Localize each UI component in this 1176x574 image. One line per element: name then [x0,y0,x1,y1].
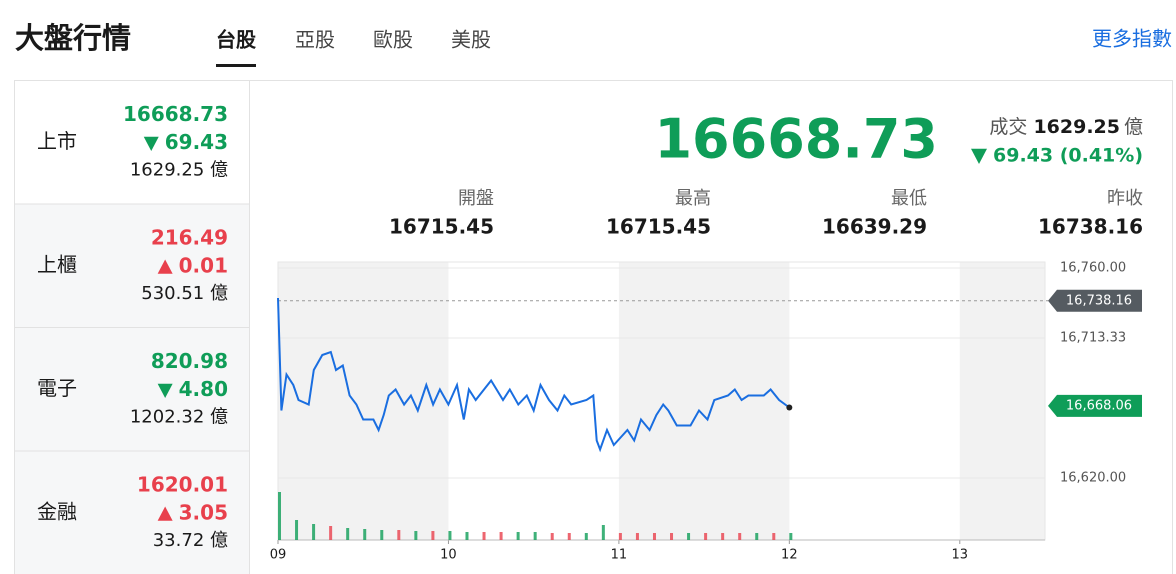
volume-bar [499,532,503,540]
volume-bar [618,533,622,540]
last-tag: 16,668.06 [1066,398,1132,413]
x-tick-label: 13 [952,548,969,563]
index-price: 16668.73 [123,102,228,126]
volume-unit: 億 [1124,116,1143,138]
volume-bar [329,526,333,540]
tab[interactable]: 歐股 [373,28,413,52]
volume-bar [363,529,367,540]
volume: 1629.25 [1033,116,1120,138]
index-volume: 1202.32 億 [130,407,228,428]
stat-label: 最低 [891,188,927,209]
x-tick-label: 12 [781,548,798,563]
y-tick-label: 16,620.00 [1060,471,1126,486]
x-tick-label: 11 [611,548,628,563]
volume-bar [448,531,452,540]
index-name: 上櫃 [37,253,77,277]
index-name: 金融 [37,500,77,524]
session-band [278,262,449,540]
session-band [959,262,1045,540]
volume-bar [704,533,708,540]
y-tick-label: 16,760.00 [1060,261,1126,276]
stat-value: 16639.29 [822,215,927,239]
index-change: 0.01 [179,254,228,278]
index-change: 69.43 [165,130,228,154]
volume-bar [772,533,776,540]
x-tick-label: 09 [270,548,287,563]
index-item[interactable] [14,80,250,205]
volume-bar [755,533,759,540]
index-volume: 1629.25 億 [130,160,228,181]
volume-bar [414,531,418,540]
tab[interactable]: 亞股 [295,28,335,52]
tab[interactable]: 台股 [216,28,256,52]
change-arrow [157,259,173,274]
y-tick-label: 16,713.33 [1060,331,1126,346]
volume-bar [380,530,384,540]
index-item[interactable] [14,450,250,574]
index-item[interactable] [14,203,250,328]
volume-bar [738,533,742,540]
volume-bar [482,532,486,540]
volume-label: 成交 [989,116,1027,138]
change-arrow [971,148,987,164]
volume-bar [652,533,656,540]
volume-bar [550,533,554,540]
reference-tag: 16,738.16 [1066,293,1132,308]
volume-bar [278,492,281,540]
index-price: 1620.01 [137,473,228,497]
index-volume: 530.51 億 [141,283,228,304]
volume-bar [295,520,299,540]
last-point [786,404,793,411]
index-name: 上市 [37,129,77,153]
index-price: 216.49 [151,226,228,250]
change: 69.43 (0.41%) [993,145,1143,167]
change-arrow [143,136,159,151]
tab[interactable]: 美股 [451,28,491,52]
change-arrow [157,506,173,521]
volume-bar [346,528,350,540]
price-line [277,297,790,453]
volume-bar [789,533,793,540]
volume-bar [687,533,691,540]
volume-bar [601,525,605,540]
volume-bar [465,532,469,540]
stat-label: 昨收 [1107,188,1143,209]
stat-value: 16715.45 [606,215,711,239]
volume-bar [312,524,316,540]
tab-underline [216,64,256,67]
index-volume: 33.72 億 [153,530,228,551]
title: 大盤行情 [15,21,131,55]
stat-label: 開盤 [458,188,494,209]
volume-line: 成交 1629.25 億 [989,116,1143,138]
index-price: 820.98 [151,349,228,373]
more-link[interactable]: 更多指數 [1092,27,1172,51]
volume-bar [670,533,674,540]
volume-bar [431,531,435,540]
volume-bar [635,533,639,540]
x-tick-label: 10 [440,548,457,563]
index-item[interactable] [14,327,250,452]
session-band [618,262,790,540]
index-change: 3.05 [179,501,228,525]
stat-value: 16738.16 [1038,215,1143,239]
volume-bar [533,532,537,540]
volume-bar [584,533,588,540]
reference-tag-bg [1048,289,1142,312]
stat-value: 16715.45 [389,215,494,239]
stat-label: 最高 [675,188,711,209]
last-tag-bg [1048,394,1142,417]
volume-bar [397,530,401,540]
volume-bar [516,532,520,540]
volume-bar [567,533,571,540]
price: 16668.73 [654,108,938,171]
index-change: 4.80 [179,377,228,401]
change-arrow [157,383,173,398]
volume-bar [721,533,725,540]
index-name: 電子 [37,376,77,400]
